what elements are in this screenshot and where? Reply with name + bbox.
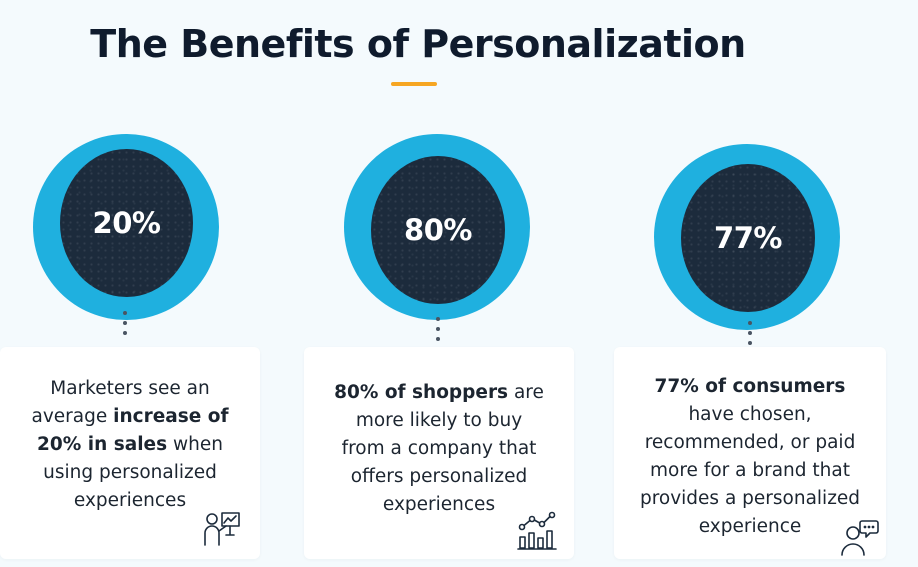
- stat-3-line-1-bold: 77% of consumers: [654, 376, 846, 397]
- growth-chart-icon: [517, 511, 557, 551]
- stat-1-line-2-bold: increase of: [113, 406, 229, 427]
- stat-2-line-3: from a company that: [341, 438, 537, 459]
- stat-2-card: 80% of shoppers are more likely to buy f…: [304, 347, 574, 559]
- stat-2-line-1: are: [508, 382, 544, 403]
- stat-3-line-5: provides a personalized: [639, 488, 861, 509]
- stat-2-inner-circle: 80%: [371, 156, 505, 304]
- title-underline: [391, 82, 437, 86]
- stat-2-line-2: more likely to buy: [355, 410, 523, 431]
- stat-3-description: 77% of consumers have chosen, recommende…: [614, 373, 886, 541]
- stat-3-card: 77% of consumers have chosen, recommende…: [614, 347, 886, 559]
- page-title: The Benefits of Personalization: [90, 22, 746, 66]
- stat-2-connector-dots: [436, 317, 440, 347]
- stat-2-line-4: offers personalized: [350, 466, 528, 487]
- stat-1-value: 20%: [92, 206, 161, 240]
- stat-2-description: 80% of shoppers are more likely to buy f…: [304, 379, 574, 519]
- stat-3-line-3: recommended, or paid: [644, 432, 856, 453]
- stat-1-line-1: Marketers see an: [50, 378, 210, 399]
- stat-2-line-5: experiences: [382, 494, 496, 515]
- stat-1-connector-dots: [123, 311, 127, 341]
- stat-3-line-2: have chosen,: [688, 404, 812, 425]
- stat-1-line-5: experiences: [73, 490, 187, 511]
- stat-3-line-6: experience: [698, 516, 802, 537]
- stat-1-inner-circle: 20%: [60, 149, 193, 297]
- stat-2-line-1-bold: 80% of shoppers: [334, 382, 509, 403]
- stat-1-line-3-bold: 20% in sales: [37, 434, 168, 455]
- stat-3-line-4: more for a brand that: [650, 460, 850, 481]
- stat-1-line-2: average: [31, 406, 114, 427]
- stat-3-value: 77%: [714, 221, 782, 255]
- stat-1-description: Marketers see an average increase of 20%…: [0, 375, 260, 515]
- stat-3-inner-circle: 77%: [681, 164, 815, 312]
- person-speech-bubble-icon: [840, 517, 880, 557]
- stat-3-connector-dots: [748, 321, 752, 351]
- stat-1-line-4: using personalized: [43, 462, 217, 483]
- presenter-chart-icon: [202, 509, 242, 549]
- stat-1-card: Marketers see an average increase of 20%…: [0, 347, 260, 559]
- stat-2-value: 80%: [404, 213, 472, 247]
- stat-1-line-3: when: [167, 434, 223, 455]
